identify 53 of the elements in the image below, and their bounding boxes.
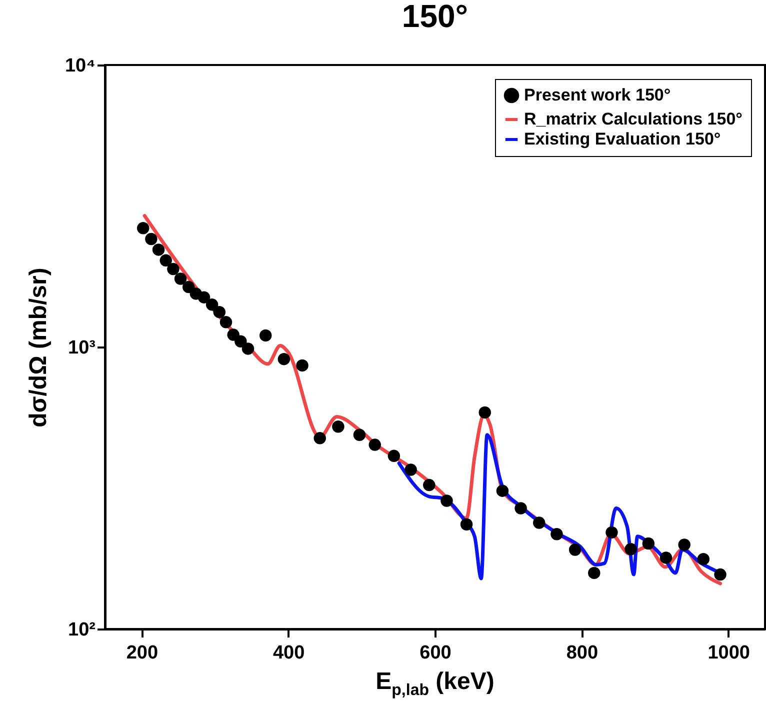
point bbox=[478, 406, 491, 419]
point bbox=[160, 254, 172, 267]
point bbox=[678, 538, 690, 551]
point bbox=[368, 438, 381, 451]
point bbox=[697, 552, 710, 566]
point bbox=[714, 568, 726, 581]
x-axis-title: E$_{p,lab}$ (keV) bbox=[374, 668, 496, 700]
chart-title: 150° bbox=[402, 0, 468, 34]
point bbox=[353, 428, 366, 441]
y-tick-label: 10³ bbox=[68, 338, 96, 358]
point bbox=[167, 262, 180, 276]
point bbox=[550, 528, 563, 540]
point bbox=[423, 478, 436, 492]
y-tick-label: 10² bbox=[68, 620, 96, 640]
point bbox=[660, 552, 672, 564]
x-tick-label: 1000 bbox=[708, 642, 750, 664]
point bbox=[220, 316, 232, 328]
y-tick-label: 10⁴ bbox=[64, 56, 96, 76]
point bbox=[606, 526, 618, 539]
point bbox=[514, 502, 527, 514]
point bbox=[388, 450, 400, 462]
point bbox=[182, 280, 195, 294]
point bbox=[198, 291, 210, 304]
point bbox=[296, 359, 308, 372]
x-tick-label: 400 bbox=[272, 642, 305, 664]
point bbox=[440, 494, 453, 507]
point bbox=[624, 542, 637, 556]
point bbox=[642, 537, 655, 550]
point bbox=[568, 544, 582, 556]
point bbox=[206, 298, 218, 311]
point bbox=[137, 222, 150, 234]
point bbox=[174, 272, 187, 285]
point bbox=[278, 352, 290, 366]
x-tick-label: 800 bbox=[566, 642, 598, 664]
point bbox=[259, 329, 272, 342]
point bbox=[404, 464, 417, 476]
legend-label: R_matrix Calculations 150° bbox=[524, 110, 743, 128]
point bbox=[242, 342, 254, 355]
y-axis-title: dσ/dΩ (mb/sr) bbox=[24, 268, 52, 428]
point bbox=[496, 484, 509, 497]
x-tick-label: 200 bbox=[126, 642, 158, 664]
point bbox=[145, 232, 158, 246]
point bbox=[332, 420, 344, 433]
point bbox=[460, 518, 473, 530]
x-tick-label: 600 bbox=[420, 642, 452, 664]
point bbox=[588, 566, 600, 580]
legend-label: Existing Evaluation 150° bbox=[524, 130, 721, 148]
point bbox=[152, 244, 165, 256]
point bbox=[213, 306, 226, 318]
legend-label: Present work 150° bbox=[524, 86, 671, 104]
point bbox=[234, 335, 247, 348]
point bbox=[314, 432, 326, 444]
point bbox=[533, 516, 546, 529]
